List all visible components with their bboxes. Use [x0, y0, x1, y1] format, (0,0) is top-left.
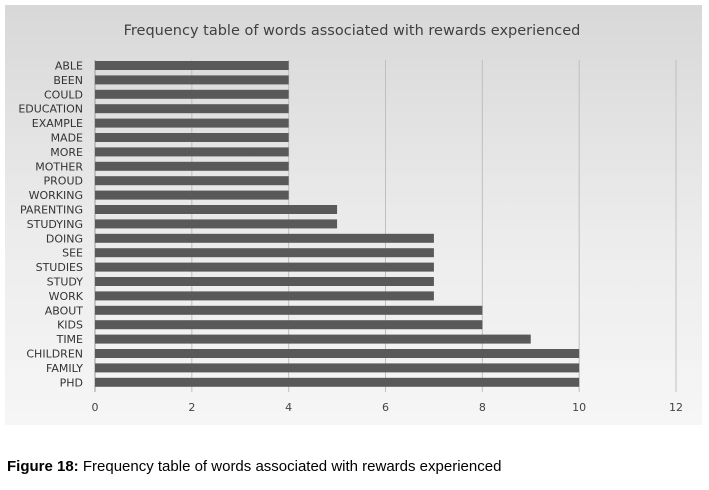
- figure-caption: Figure 18: Frequency table of words asso…: [7, 458, 501, 475]
- category-label: STUDYING: [27, 218, 83, 231]
- category-label: TIME: [56, 333, 83, 346]
- bar-family: [95, 363, 580, 373]
- chart-panel: Frequency table of words associated with…: [5, 5, 702, 425]
- category-label: PHD: [60, 376, 83, 389]
- bar-children: [95, 349, 580, 358]
- bar-time: [95, 334, 531, 344]
- bar-able: [95, 61, 289, 70]
- category-label: MORE: [50, 146, 83, 159]
- bar-work: [95, 291, 434, 301]
- category-label: EXAMPLE: [32, 117, 83, 130]
- bar-mother: [95, 161, 289, 171]
- chart-title: Frequency table of words associated with…: [124, 23, 581, 39]
- category-label: ABLE: [55, 60, 83, 73]
- bar-see: [95, 248, 434, 258]
- x-tick-label: 12: [669, 401, 683, 414]
- bar-example: [95, 118, 289, 128]
- category-label: KIDS: [57, 319, 83, 332]
- category-label: SEE: [62, 247, 83, 260]
- category-label: FAMILY: [46, 362, 83, 375]
- category-label: STUDIES: [36, 261, 83, 274]
- x-tick-label: 4: [285, 401, 292, 414]
- bar-could: [95, 89, 289, 99]
- bar-education: [95, 104, 289, 114]
- bar-been: [95, 75, 289, 85]
- bar-parenting: [95, 205, 338, 214]
- bar-study: [95, 277, 434, 286]
- category-label: MOTHER: [35, 160, 83, 173]
- bar-kids: [95, 320, 483, 330]
- x-tick-label: 8: [479, 401, 486, 414]
- category-label: MADE: [51, 132, 83, 145]
- category-label: PARENTING: [20, 204, 83, 217]
- figure-caption-label: Figure 18:: [7, 458, 79, 475]
- category-label: DOING: [46, 232, 83, 245]
- bar-proud: [95, 176, 289, 186]
- bar-studies: [95, 262, 434, 272]
- category-label: EDUCATION: [18, 103, 83, 116]
- x-tick-label: 6: [382, 401, 389, 414]
- category-label: WORKING: [29, 189, 83, 202]
- bar-about: [95, 305, 483, 315]
- category-label: ABOUT: [45, 304, 84, 317]
- bars-layer: [95, 61, 580, 387]
- bar-studying: [95, 219, 338, 229]
- x-tick-label: 10: [572, 401, 586, 414]
- category-label: COULD: [44, 88, 83, 101]
- x-tick-label: 2: [188, 401, 195, 414]
- x-axis-ticks: 0 2 4 6 8 10 12: [92, 401, 684, 414]
- bar-doing: [95, 233, 434, 243]
- bar-made: [95, 133, 289, 142]
- category-label: STUDY: [47, 276, 84, 289]
- bar-more: [95, 147, 289, 157]
- bar-chart: Frequency table of words associated with…: [18, 23, 684, 414]
- category-label: BEEN: [53, 74, 83, 87]
- figure-caption-text: Frequency table of words associated with…: [78, 458, 502, 475]
- bar-working: [95, 190, 289, 200]
- x-tick-label: 0: [92, 401, 99, 414]
- bar-phd: [95, 377, 580, 387]
- category-label: CHILDREN: [26, 348, 83, 361]
- category-label: PROUD: [44, 175, 83, 188]
- category-label: WORK: [49, 290, 84, 303]
